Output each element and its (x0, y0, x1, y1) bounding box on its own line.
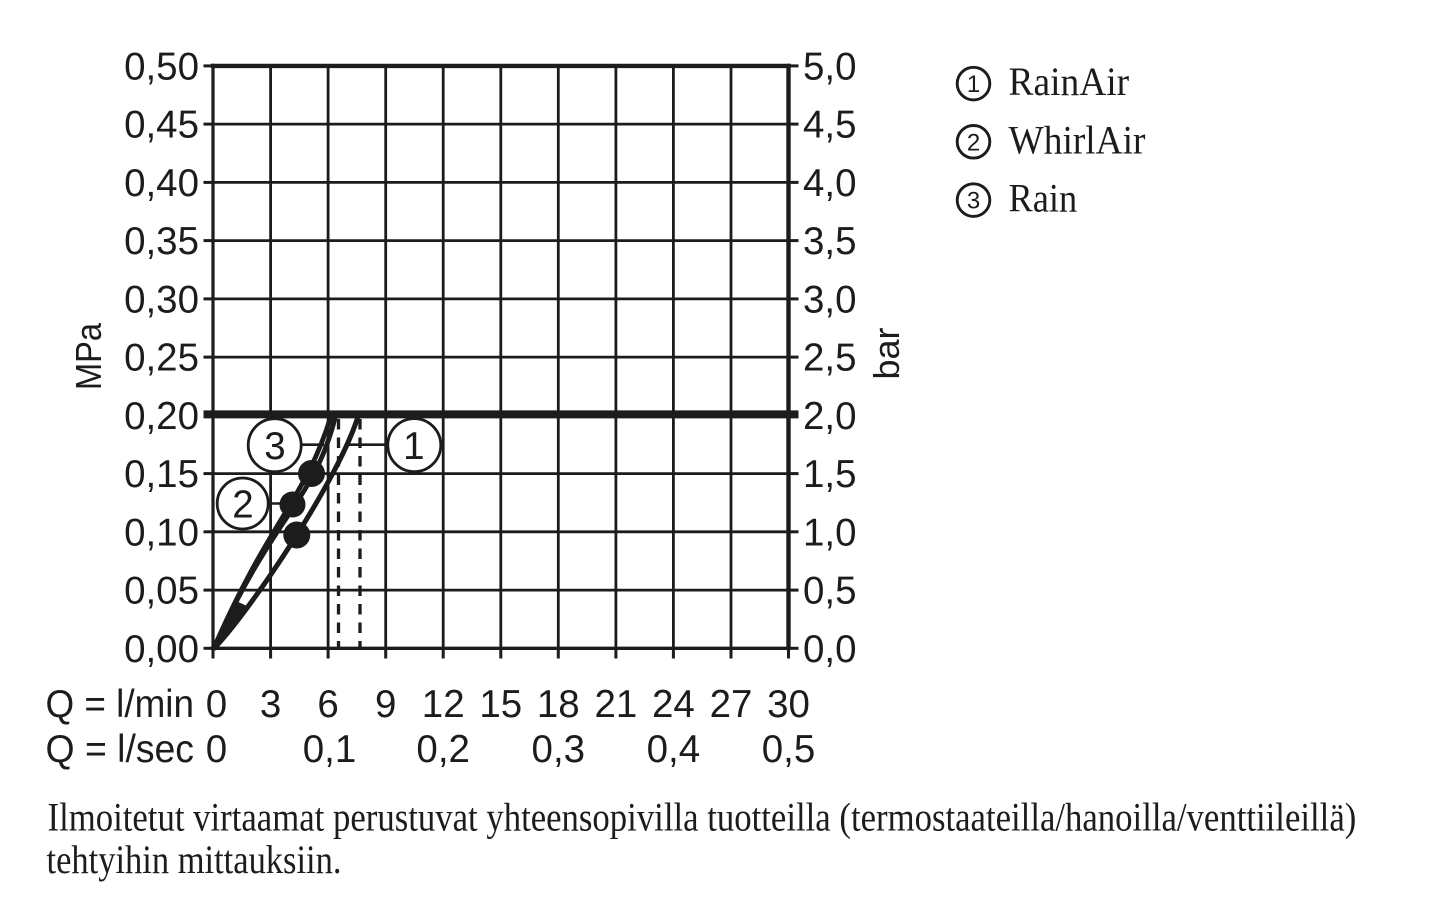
svg-text:12: 12 (422, 683, 465, 726)
svg-text:2: 2 (232, 483, 253, 526)
svg-text:30: 30 (767, 683, 810, 726)
svg-text:Q = l/min: Q = l/min (46, 683, 195, 726)
svg-text:9: 9 (375, 683, 396, 726)
svg-text:6: 6 (317, 683, 338, 726)
svg-text:Q = l/sec: Q = l/sec (46, 728, 195, 771)
svg-text:3,0: 3,0 (803, 278, 857, 321)
svg-text:24: 24 (652, 683, 695, 726)
svg-text:1,5: 1,5 (803, 453, 857, 496)
svg-text:0,40: 0,40 (124, 162, 199, 205)
svg-text:1: 1 (967, 71, 980, 98)
svg-text:2,0: 2,0 (803, 395, 857, 438)
svg-text:1,0: 1,0 (803, 511, 857, 554)
svg-text:4,5: 4,5 (803, 104, 857, 147)
svg-text:bar: bar (866, 327, 907, 379)
svg-text:0,2: 0,2 (416, 728, 470, 771)
svg-text:0,10: 0,10 (124, 511, 199, 554)
svg-text:0,0: 0,0 (803, 628, 857, 671)
svg-text:0,1: 0,1 (303, 728, 357, 771)
svg-text:tehtyihin mittauksiin.: tehtyihin mittauksiin. (47, 837, 342, 882)
svg-text:27: 27 (710, 683, 753, 726)
svg-text:3: 3 (260, 683, 281, 726)
svg-text:RainAir: RainAir (1009, 59, 1130, 104)
svg-text:0: 0 (206, 683, 227, 726)
svg-text:5,0: 5,0 (803, 45, 857, 88)
svg-text:0,4: 0,4 (647, 728, 701, 771)
svg-text:4,0: 4,0 (803, 162, 857, 205)
svg-text:21: 21 (594, 683, 637, 726)
svg-text:0,5: 0,5 (803, 570, 857, 613)
svg-text:0,20: 0,20 (124, 395, 199, 438)
svg-text:3: 3 (967, 188, 980, 215)
svg-text:0,00: 0,00 (124, 628, 199, 671)
svg-text:3,5: 3,5 (803, 220, 857, 263)
svg-text:0,15: 0,15 (124, 453, 199, 496)
svg-text:0,50: 0,50 (124, 45, 199, 88)
svg-text:2: 2 (967, 129, 980, 156)
svg-text:0,05: 0,05 (124, 570, 199, 613)
svg-text:1: 1 (403, 425, 424, 468)
svg-text:0,5: 0,5 (762, 728, 816, 771)
svg-text:Rain: Rain (1009, 176, 1078, 221)
svg-text:3: 3 (264, 425, 285, 468)
svg-text:0,30: 0,30 (124, 278, 199, 321)
svg-text:2,5: 2,5 (803, 337, 857, 380)
svg-text:0,35: 0,35 (124, 220, 199, 263)
svg-text:15: 15 (479, 683, 522, 726)
svg-text:0: 0 (206, 728, 227, 771)
svg-text:0,45: 0,45 (124, 104, 199, 147)
svg-text:MPa: MPa (68, 322, 109, 390)
svg-text:WhirlAir: WhirlAir (1009, 117, 1146, 162)
svg-text:0,3: 0,3 (532, 728, 586, 771)
svg-text:0,25: 0,25 (124, 337, 199, 380)
svg-text:18: 18 (537, 683, 580, 726)
svg-text:Ilmoitetut virtaamat perustuva: Ilmoitetut virtaamat perustuvat yhteenso… (48, 795, 1357, 840)
